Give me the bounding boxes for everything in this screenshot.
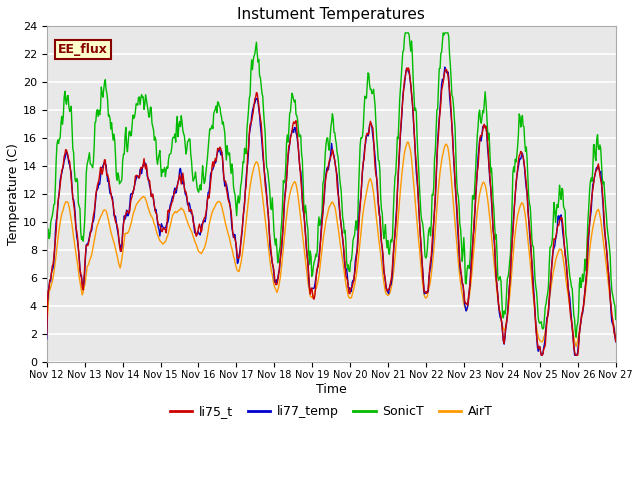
Text: EE_flux: EE_flux <box>58 43 108 56</box>
Y-axis label: Temperature (C): Temperature (C) <box>7 143 20 245</box>
Title: Instument Temperatures: Instument Temperatures <box>237 7 425 22</box>
X-axis label: Time: Time <box>316 383 347 396</box>
Legend: li75_t, li77_temp, SonicT, AirT: li75_t, li77_temp, SonicT, AirT <box>165 400 497 423</box>
